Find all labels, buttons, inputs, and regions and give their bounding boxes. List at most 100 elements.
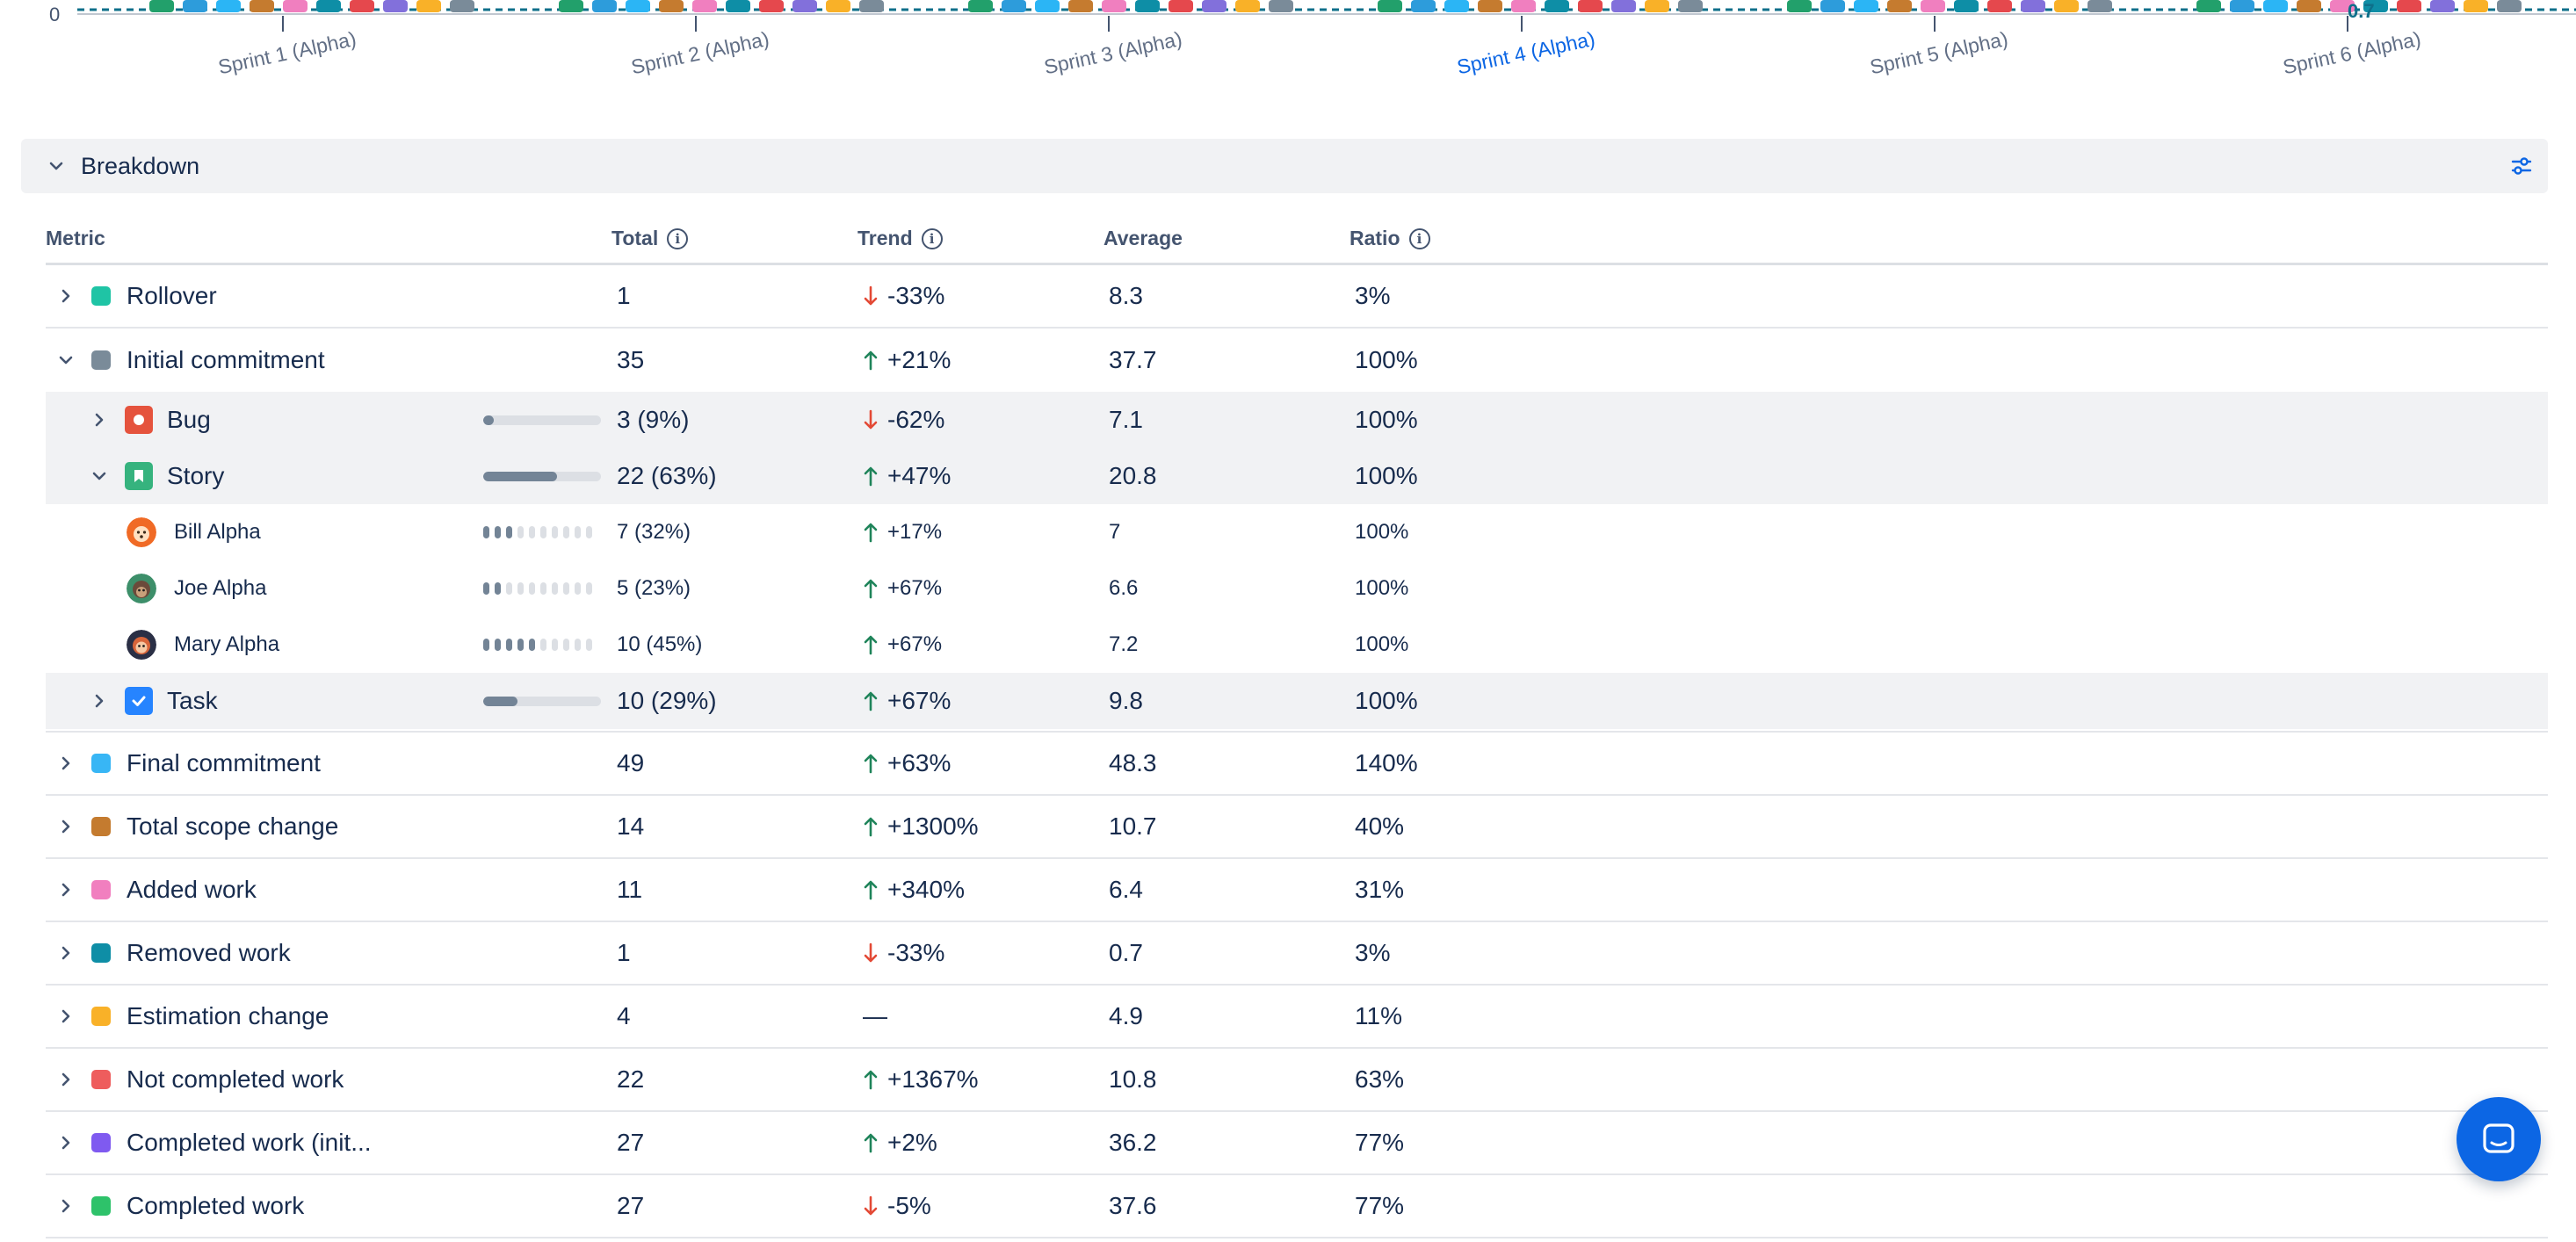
chevron-right-icon[interactable]: [53, 813, 79, 840]
table-row[interactable]: Completed work 27 -5% 37.6 77%: [46, 1175, 2548, 1238]
chart-bar[interactable]: [2497, 0, 2522, 12]
info-icon[interactable]: i: [667, 227, 689, 249]
chart-bar[interactable]: [626, 0, 650, 12]
table-row[interactable]: Joe Alpha 5 (23%) +67% 6.6 100%: [46, 560, 2548, 617]
table-row[interactable]: Bug 3 (9%) -62% 7.1 100%: [46, 392, 2548, 448]
chevron-right-icon[interactable]: [53, 1003, 79, 1029]
chat-button[interactable]: [2457, 1097, 2541, 1181]
chart-bar[interactable]: [283, 0, 308, 12]
chart-bar[interactable]: [1987, 0, 2012, 12]
chart-bar[interactable]: [1035, 0, 1060, 12]
table-row[interactable]: Completed work (init... 27 +2% 36.2 77%: [46, 1112, 2548, 1175]
column-total[interactable]: Total i: [611, 227, 689, 250]
chart-bar[interactable]: [2088, 0, 2112, 12]
chart-bar[interactable]: [250, 0, 274, 12]
chart-bar[interactable]: [2196, 0, 2221, 12]
chart-bar[interactable]: [2430, 0, 2455, 12]
chart-bar[interactable]: [1444, 0, 1469, 12]
chart-bar[interactable]: [826, 0, 850, 12]
chart-bar[interactable]: [2330, 0, 2355, 12]
chart-bar[interactable]: [692, 0, 717, 12]
chart-bar[interactable]: [1887, 0, 1912, 12]
chart-bar[interactable]: [2397, 0, 2421, 12]
chart-bar[interactable]: [1511, 0, 1536, 12]
chart-bar[interactable]: [1102, 0, 1126, 12]
chart-bar[interactable]: [559, 0, 583, 12]
chevron-right-icon[interactable]: [53, 1193, 79, 1219]
chart-bar[interactable]: [1478, 0, 1502, 12]
column-metric[interactable]: Metric: [46, 227, 105, 249]
chart-bar[interactable]: [1202, 0, 1226, 12]
chart-bar[interactable]: [2054, 0, 2079, 12]
info-icon[interactable]: i: [921, 227, 943, 249]
table-row[interactable]: Not completed work 22 +1367% 10.8 63%: [46, 1049, 2548, 1112]
chart-bar[interactable]: [450, 0, 474, 12]
chart-bar[interactable]: [792, 0, 817, 12]
table-row[interactable]: Mary Alpha 10 (45%) +67% 7.2 100%: [46, 617, 2548, 673]
table-row[interactable]: Final commitment 49 +63% 48.3 140%: [46, 733, 2548, 796]
chart-bar[interactable]: [1135, 0, 1160, 12]
chart-bar[interactable]: [726, 0, 750, 12]
column-trend[interactable]: Trend i: [857, 227, 943, 250]
chevron-down-icon[interactable]: [53, 347, 79, 373]
chart-bar[interactable]: [1002, 0, 1026, 12]
chart-bar[interactable]: [416, 0, 441, 12]
table-row[interactable]: Removed work 1 -33% 0.7 3%: [46, 922, 2548, 986]
chart-bar[interactable]: [1411, 0, 1436, 12]
chart-bar[interactable]: [659, 0, 684, 12]
chart-bar[interactable]: [1545, 0, 1569, 12]
chart-bar[interactable]: [1787, 0, 1812, 12]
chevron-down-icon[interactable]: [86, 463, 112, 489]
chart-bar[interactable]: [216, 0, 241, 12]
table-row[interactable]: Rollover 1 -33% 8.3 3%: [46, 265, 2548, 329]
chevron-right-icon[interactable]: [86, 688, 112, 714]
chart-bar[interactable]: [759, 0, 784, 12]
column-ratio[interactable]: Ratio i: [1350, 227, 1430, 250]
chevron-right-icon[interactable]: [53, 750, 79, 776]
chart-bar[interactable]: [1678, 0, 1703, 12]
chart-bar[interactable]: [1578, 0, 1603, 12]
table-row[interactable]: Initial commitment 35 +21% 37.7 100%: [46, 329, 2548, 392]
chevron-right-icon[interactable]: [53, 877, 79, 903]
chart-bar[interactable]: [1068, 0, 1093, 12]
chevron-right-icon[interactable]: [53, 1066, 79, 1093]
chart-bar[interactable]: [1854, 0, 1878, 12]
chart-bar[interactable]: [1169, 0, 1193, 12]
chart-bar[interactable]: [316, 0, 341, 12]
chart-bar[interactable]: [1820, 0, 1845, 12]
chart-bar[interactable]: [2363, 0, 2388, 12]
chart-bar[interactable]: [1235, 0, 1260, 12]
chart-bar[interactable]: [2464, 0, 2488, 12]
table-row[interactable]: Task 10 (29%) +67% 9.8 100%: [46, 673, 2548, 729]
table-row[interactable]: Total scope change 14 +1300% 10.7 40%: [46, 796, 2548, 859]
chevron-right-icon[interactable]: [53, 1130, 79, 1156]
chart-bar[interactable]: [968, 0, 993, 12]
chart-bar[interactable]: [2230, 0, 2254, 12]
chart-bar[interactable]: [2021, 0, 2045, 12]
table-row[interactable]: Estimation change 4 — 4.9 11%: [46, 986, 2548, 1049]
info-icon[interactable]: i: [1408, 227, 1430, 249]
table-row[interactable]: Bill Alpha 7 (32%) +17% 7 100%: [46, 504, 2548, 560]
chart-bar[interactable]: [383, 0, 408, 12]
chart-bar[interactable]: [1269, 0, 1293, 12]
chart-bar[interactable]: [350, 0, 374, 12]
breakdown-settings-button[interactable]: [2504, 148, 2539, 184]
chart-bar[interactable]: [1611, 0, 1636, 12]
chart-bar[interactable]: [149, 0, 174, 12]
breakdown-header[interactable]: Breakdown: [21, 139, 2548, 193]
chart-bar[interactable]: [1378, 0, 1402, 12]
chevron-down-icon[interactable]: [39, 148, 74, 184]
chart-bar[interactable]: [592, 0, 617, 12]
table-row[interactable]: Added work 11 +340% 6.4 31%: [46, 859, 2548, 922]
chart-bar[interactable]: [1954, 0, 1979, 12]
column-average[interactable]: Average: [1103, 227, 1183, 249]
chart-bar[interactable]: [1645, 0, 1669, 12]
chevron-right-icon[interactable]: [53, 283, 79, 309]
chart-bar[interactable]: [2263, 0, 2288, 12]
chevron-right-icon[interactable]: [53, 940, 79, 966]
chart-bar[interactable]: [859, 0, 884, 12]
table-row[interactable]: Story 22 (63%) +47% 20.8 100%: [46, 448, 2548, 504]
chart-bar[interactable]: [183, 0, 207, 12]
chevron-right-icon[interactable]: [86, 407, 112, 433]
chart-bar[interactable]: [1921, 0, 1945, 12]
